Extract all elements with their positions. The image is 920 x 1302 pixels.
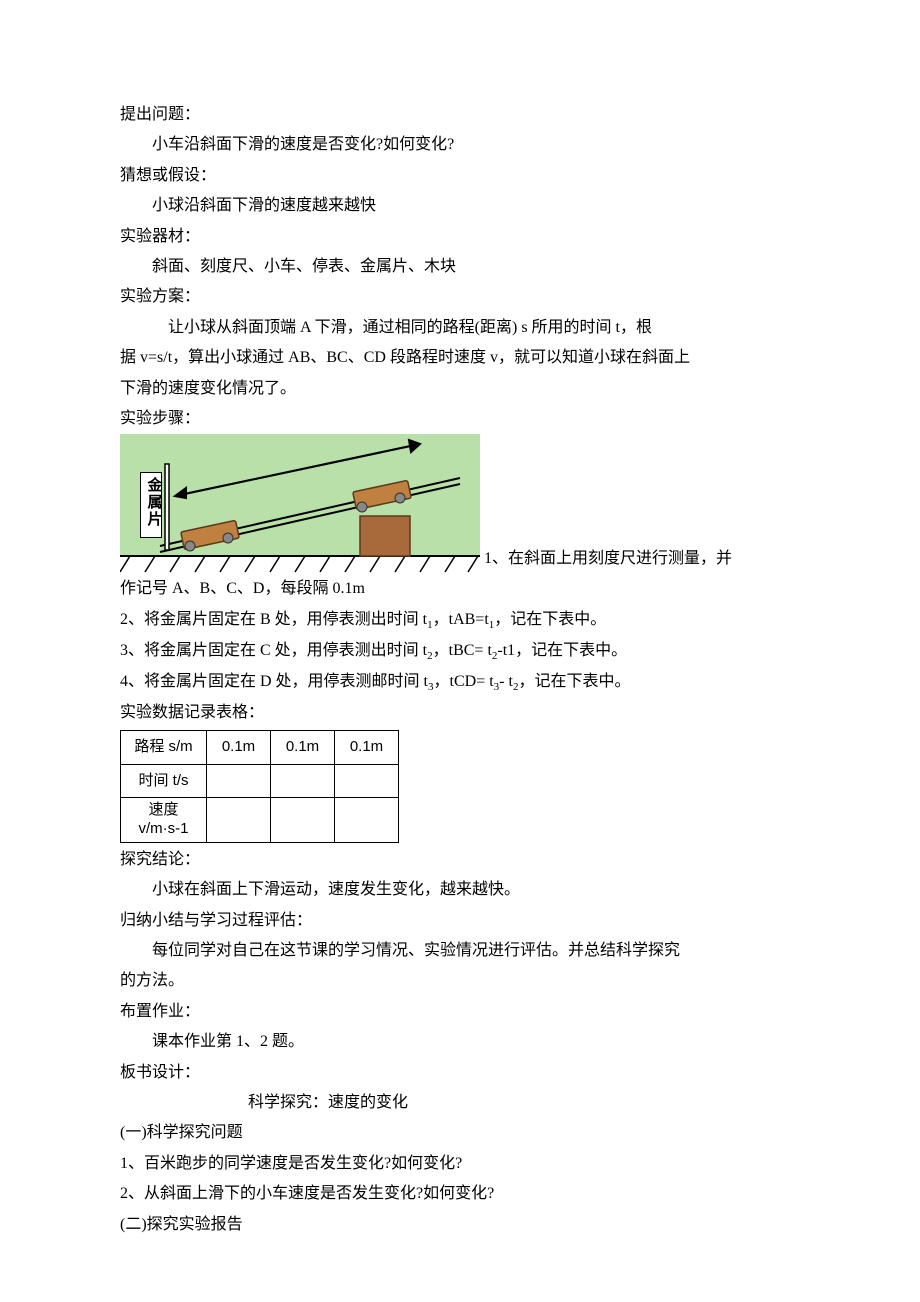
conclusion-body: 小球在斜面上下滑运动，速度发生变化，越来越快。 bbox=[120, 875, 800, 905]
ramp-diagram: 金属片 bbox=[120, 434, 480, 574]
table-r2c1 bbox=[207, 764, 271, 798]
table-caption: 实验数据记录表格： bbox=[120, 698, 800, 728]
step-4: 4、将金属片固定在 D 处，用停表测邮时间 t3，tCD= t3- t2，记在下… bbox=[120, 667, 800, 698]
table-r1c0: 路程 s/m bbox=[121, 731, 207, 765]
equipment-body: 斜面、刻度尺、小车、停表、金属片、木块 bbox=[120, 252, 800, 282]
board-p2: 1、百米跑步的同学速度是否发生变化?如何变化? bbox=[120, 1149, 800, 1179]
board-p1: (一)科学探究问题 bbox=[120, 1118, 800, 1148]
plan-heading: 实验方案： bbox=[120, 282, 800, 312]
step-1-tail: 1、在斜面上用刻度尺进行测量，并 bbox=[484, 544, 732, 574]
summary-heading: 归纳小结与学习过程评估： bbox=[120, 906, 800, 936]
table-r3c0: 速度v/m·s-1 bbox=[121, 798, 207, 843]
conclusion-heading: 探究结论： bbox=[120, 845, 800, 875]
table-r3c1 bbox=[207, 798, 271, 843]
data-table: 路程 s/m 0.1m 0.1m 0.1m 时间 t/s 速度v/m·s-1 bbox=[120, 730, 399, 843]
board-title: 科学探究：速度的变化 bbox=[120, 1088, 800, 1118]
steps-heading: 实验步骤： bbox=[120, 404, 800, 434]
table-r2c3 bbox=[335, 764, 399, 798]
plan-body-3: 下滑的速度变化情况了。 bbox=[120, 374, 800, 404]
table-r1c3: 0.1m bbox=[335, 731, 399, 765]
question-heading: 提出问题： bbox=[120, 100, 800, 130]
table-r2c2 bbox=[271, 764, 335, 798]
summary-body-1: 每位同学对自己在这节课的学习情况、实验情况进行评估。并总结科学探究 bbox=[120, 936, 800, 966]
hypothesis-body: 小球沿斜面下滑的速度越来越快 bbox=[120, 191, 800, 221]
hypothesis-heading: 猜想或假设： bbox=[120, 161, 800, 191]
plan-body-1: 让小球从斜面顶端 A 下滑，通过相同的路程(距离) s 所用的时间 t，根 bbox=[120, 313, 800, 343]
table-r1c1: 0.1m bbox=[207, 731, 271, 765]
board-p4: (二)探究实验报告 bbox=[120, 1210, 800, 1240]
equipment-heading: 实验器材： bbox=[120, 222, 800, 252]
plan-body-2: 据 v=s/t，算出小球通过 AB、BC、CD 段路程时速度 v，就可以知道小球… bbox=[120, 343, 800, 373]
question-body: 小车沿斜面下滑的速度是否变化?如何变化? bbox=[120, 130, 800, 160]
board-heading: 板书设计： bbox=[120, 1058, 800, 1088]
homework-heading: 布置作业： bbox=[120, 997, 800, 1027]
table-r1c2: 0.1m bbox=[271, 731, 335, 765]
summary-body-2: 的方法。 bbox=[120, 966, 800, 996]
step-3: 3、将金属片固定在 C 处，用停表测出时间 t2，tBC= t2-t1，记在下表… bbox=[120, 636, 800, 667]
homework-body: 课本作业第 1、2 题。 bbox=[120, 1027, 800, 1057]
step-2: 2、将金属片固定在 B 处，用停表测出时间 t1，tAB=t1，记在下表中。 bbox=[120, 605, 800, 636]
board-p3: 2、从斜面上滑下的小车速度是否发生变化?如何变化? bbox=[120, 1179, 800, 1209]
table-r2c0: 时间 t/s bbox=[121, 764, 207, 798]
table-r3c3 bbox=[335, 798, 399, 843]
step-1-next: 作记号 A、B、C、D，每段隔 0.1m bbox=[120, 574, 800, 604]
metal-plate-label: 金属片 bbox=[140, 472, 162, 538]
table-r3c2 bbox=[271, 798, 335, 843]
